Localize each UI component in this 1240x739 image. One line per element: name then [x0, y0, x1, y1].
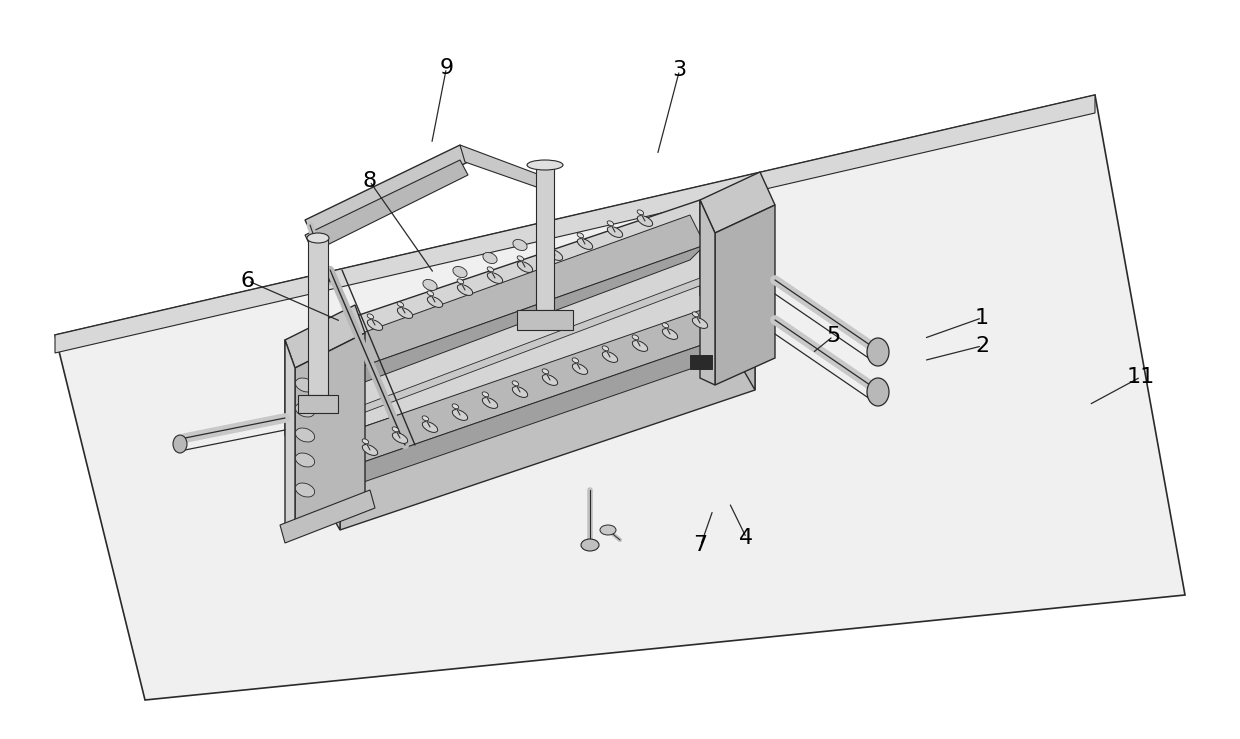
Polygon shape	[701, 172, 775, 233]
Ellipse shape	[578, 239, 593, 250]
Polygon shape	[715, 205, 775, 385]
Polygon shape	[55, 95, 1185, 700]
Polygon shape	[340, 295, 755, 530]
Polygon shape	[345, 278, 702, 419]
Text: 8: 8	[362, 171, 377, 191]
Ellipse shape	[392, 427, 398, 432]
Polygon shape	[285, 340, 295, 530]
Ellipse shape	[295, 453, 315, 467]
Ellipse shape	[603, 352, 618, 362]
Ellipse shape	[362, 445, 378, 455]
Ellipse shape	[295, 403, 315, 417]
Text: 6: 6	[241, 270, 255, 291]
Ellipse shape	[637, 210, 644, 215]
Ellipse shape	[600, 525, 616, 535]
Polygon shape	[285, 340, 340, 530]
Ellipse shape	[422, 416, 429, 420]
Polygon shape	[460, 145, 546, 190]
Polygon shape	[285, 305, 365, 368]
Polygon shape	[315, 215, 706, 378]
Text: 9: 9	[439, 58, 454, 78]
Ellipse shape	[632, 335, 639, 340]
Ellipse shape	[517, 256, 523, 261]
Ellipse shape	[295, 378, 315, 392]
Ellipse shape	[362, 439, 368, 444]
Ellipse shape	[428, 296, 443, 307]
Ellipse shape	[603, 346, 609, 351]
Polygon shape	[517, 310, 573, 330]
Ellipse shape	[637, 216, 652, 226]
Ellipse shape	[453, 404, 459, 409]
Ellipse shape	[423, 421, 438, 432]
Ellipse shape	[367, 314, 373, 319]
Ellipse shape	[547, 244, 553, 249]
Ellipse shape	[308, 233, 329, 243]
Polygon shape	[55, 95, 1095, 353]
Text: 2: 2	[975, 336, 990, 356]
Ellipse shape	[458, 285, 472, 296]
Ellipse shape	[608, 227, 622, 237]
Polygon shape	[701, 200, 715, 385]
Ellipse shape	[573, 364, 588, 375]
Ellipse shape	[487, 267, 494, 272]
Text: 4: 4	[739, 528, 754, 548]
Polygon shape	[305, 160, 467, 252]
Ellipse shape	[482, 392, 489, 397]
Ellipse shape	[662, 329, 678, 339]
Text: 5: 5	[826, 326, 841, 347]
Ellipse shape	[397, 302, 404, 307]
Ellipse shape	[582, 539, 599, 551]
Ellipse shape	[397, 307, 413, 319]
Ellipse shape	[512, 381, 518, 386]
Polygon shape	[340, 300, 745, 465]
Ellipse shape	[867, 378, 889, 406]
Polygon shape	[701, 200, 755, 390]
Text: 7: 7	[693, 535, 708, 556]
Ellipse shape	[542, 375, 558, 386]
Ellipse shape	[295, 428, 315, 442]
Polygon shape	[280, 490, 374, 543]
Ellipse shape	[547, 250, 563, 260]
Ellipse shape	[632, 341, 647, 352]
Polygon shape	[308, 238, 329, 395]
Ellipse shape	[692, 318, 708, 328]
Ellipse shape	[487, 273, 502, 284]
Polygon shape	[285, 200, 755, 435]
Ellipse shape	[572, 358, 579, 363]
Polygon shape	[295, 333, 365, 530]
Polygon shape	[536, 165, 554, 310]
Ellipse shape	[453, 267, 467, 278]
Ellipse shape	[867, 338, 889, 366]
Polygon shape	[298, 395, 339, 413]
Text: 11: 11	[1127, 367, 1154, 387]
Ellipse shape	[392, 432, 408, 443]
Ellipse shape	[608, 221, 614, 226]
Ellipse shape	[458, 279, 464, 284]
Text: 3: 3	[672, 60, 687, 81]
Ellipse shape	[427, 291, 434, 296]
Polygon shape	[330, 245, 706, 395]
Ellipse shape	[513, 239, 527, 251]
Ellipse shape	[512, 386, 528, 398]
Ellipse shape	[453, 409, 467, 420]
Polygon shape	[355, 330, 745, 485]
Polygon shape	[305, 145, 467, 237]
Text: 1: 1	[975, 307, 990, 328]
Ellipse shape	[662, 323, 668, 328]
Ellipse shape	[367, 319, 383, 330]
Ellipse shape	[692, 312, 698, 317]
Ellipse shape	[517, 262, 533, 273]
Ellipse shape	[482, 398, 497, 409]
Ellipse shape	[423, 279, 438, 290]
Ellipse shape	[542, 369, 548, 374]
Ellipse shape	[527, 160, 563, 170]
Ellipse shape	[295, 483, 315, 497]
Bar	[689, 355, 712, 369]
Ellipse shape	[482, 253, 497, 264]
Ellipse shape	[577, 233, 584, 238]
Ellipse shape	[174, 435, 187, 453]
